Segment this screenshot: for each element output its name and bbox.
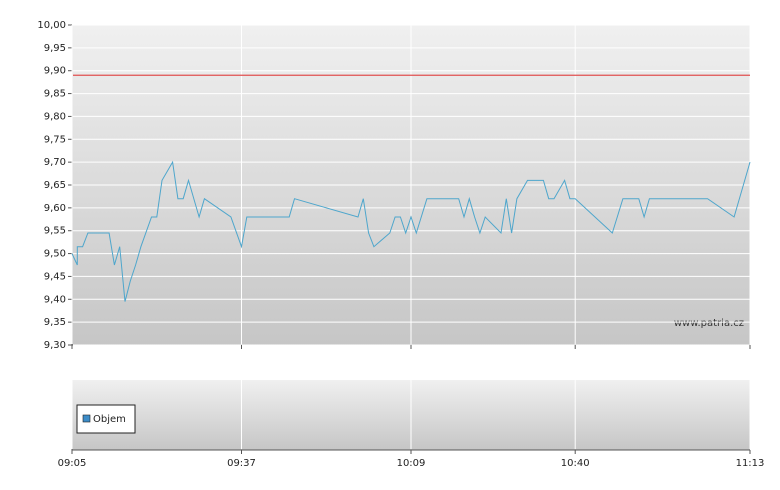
y-tick-label: 9,70 bbox=[44, 157, 66, 168]
legend-label: Objem bbox=[93, 414, 126, 425]
y-tick-label: 9,35 bbox=[44, 317, 66, 328]
x-tick-label: 10:09 bbox=[397, 458, 426, 469]
watermark: www.patria.cz bbox=[674, 318, 744, 329]
y-tick-label: 10,00 bbox=[37, 20, 66, 31]
y-tick-label: 9,80 bbox=[44, 111, 66, 122]
y-tick-label: 9,45 bbox=[44, 271, 66, 282]
y-tick-label: 9,95 bbox=[44, 43, 66, 54]
x-tick-label: 10:40 bbox=[561, 458, 590, 469]
y-tick-label: 9,30 bbox=[44, 340, 66, 351]
legend-swatch bbox=[82, 414, 91, 423]
legend-box bbox=[76, 404, 136, 434]
y-tick-label: 9,40 bbox=[44, 294, 66, 305]
price-line bbox=[71, 160, 751, 302]
y-tick-label: 9,65 bbox=[44, 180, 66, 191]
x-tick-label: 09:05 bbox=[58, 458, 87, 469]
y-tick-label: 9,85 bbox=[44, 89, 66, 100]
y-tick-label: 9,55 bbox=[44, 226, 66, 237]
y-tick-label: 9,50 bbox=[44, 249, 66, 260]
y-tick-label: 9,75 bbox=[44, 134, 66, 145]
y-tick-label: 9,60 bbox=[44, 203, 66, 214]
y-tick-label: 9,90 bbox=[44, 66, 66, 77]
x-tick-label: 09:37 bbox=[227, 458, 256, 469]
x-tick-label: 11:13 bbox=[736, 458, 765, 469]
